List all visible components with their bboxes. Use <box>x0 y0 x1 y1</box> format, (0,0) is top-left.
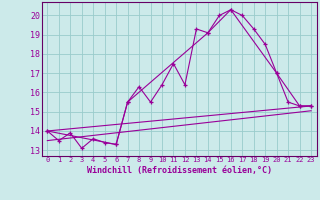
X-axis label: Windchill (Refroidissement éolien,°C): Windchill (Refroidissement éolien,°C) <box>87 166 272 175</box>
